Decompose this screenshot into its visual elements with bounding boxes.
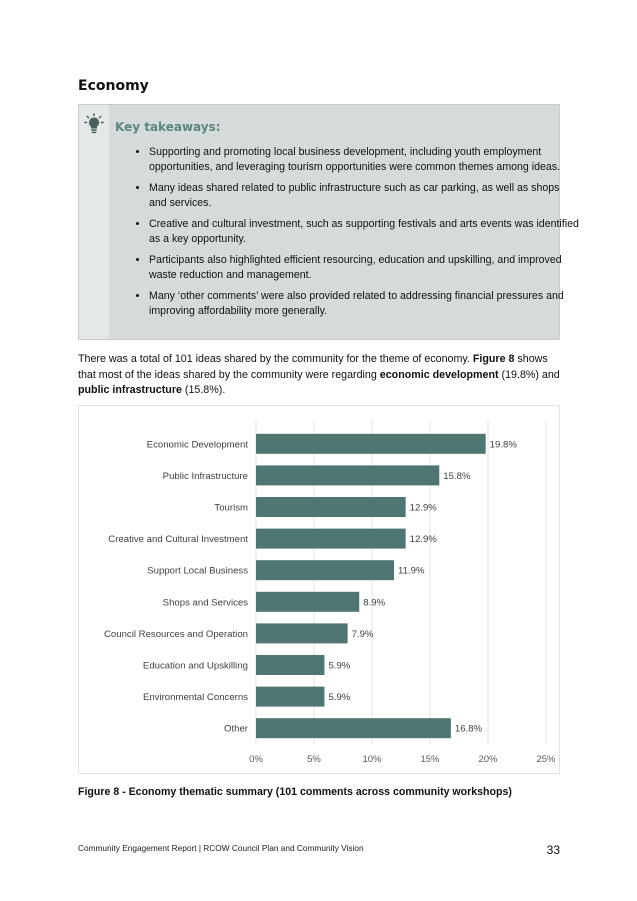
takeaway-item: Creative and cultural investment, such a…	[149, 217, 579, 247]
bar	[256, 591, 360, 612]
category-label: Public Infrastructure	[163, 471, 248, 482]
x-tick-label: 20%	[478, 754, 498, 765]
emphasis-economic-development: economic development	[379, 368, 499, 381]
section-title: Economy	[78, 78, 149, 94]
data-label: 16.8%	[455, 724, 483, 735]
chart-canvas: 0% 5% 10% 15% 20% 25% Economic Development 19.8…	[104, 420, 556, 765]
takeaway-item: Participants also highlighted efficient …	[149, 253, 579, 283]
takeaways-icon-column	[79, 105, 109, 339]
takeaway-item: Supporting and promoting local business …	[149, 145, 579, 175]
category-label: Support Local Business	[147, 566, 248, 577]
key-takeaways-box: Key takeaways: Supporting and promoting …	[78, 104, 579, 340]
category-label: Tourism	[214, 503, 248, 514]
bar	[256, 655, 325, 675]
category-label: Council Resources and Operation	[104, 629, 248, 640]
emphasis-public-infrastructure: public infrastructure	[78, 384, 182, 396]
figure-reference: Figure 8	[472, 353, 515, 365]
x-tick-label: 10%	[362, 754, 382, 765]
category-label: Creative and Cultural Investment	[108, 534, 248, 545]
data-label: 12.9%	[410, 534, 438, 545]
data-label: 12.9%	[410, 503, 438, 514]
page-number: 33	[546, 843, 560, 857]
bar	[256, 686, 325, 707]
data-label: 5.9%	[328, 692, 350, 703]
figure-caption: Figure 8 - Economy thematic summary (101…	[78, 786, 512, 798]
footer-text: Community Engagement Report | RCOW Counc…	[78, 843, 364, 853]
x-tick-label: 0%	[249, 754, 263, 765]
intro-text: (15.8%).	[181, 384, 226, 396]
takeaway-item: Many ‘other comments’ were also provided…	[149, 289, 579, 319]
intro-text: shows that most of the ideas shared by t…	[78, 353, 548, 381]
data-label: 7.9%	[352, 629, 374, 640]
bar	[256, 497, 406, 517]
x-tick-label: 5%	[307, 754, 321, 765]
x-tick-label: 15%	[420, 754, 440, 765]
bar	[256, 560, 395, 581]
takeaways-list: Supporting and promoting local business …	[129, 145, 579, 325]
lightbulb-icon	[84, 113, 104, 134]
x-tick-label: 25%	[536, 754, 556, 765]
bar	[256, 718, 451, 739]
data-label: 8.9%	[363, 597, 385, 608]
economy-bar-chart: 0% 5% 10% 15% 20% 25% Economic Development 19.8…	[78, 405, 560, 774]
bar	[256, 623, 348, 644]
data-label: 15.8%	[443, 471, 471, 482]
bar	[256, 465, 440, 486]
data-label: 11.9%	[398, 566, 425, 577]
category-label: Education and Upskilling	[143, 661, 248, 672]
intro-paragraph: There was a total of 101 ideas shared by…	[78, 352, 562, 399]
intro-text: There was a total of 101 ideas shared by…	[78, 353, 473, 365]
category-label: Economic Development	[147, 439, 249, 450]
category-label: Environmental Concerns	[143, 692, 248, 703]
bar	[256, 433, 486, 454]
category-label: Other	[224, 724, 249, 735]
data-label: 19.8%	[490, 439, 518, 450]
data-label: 5.9%	[328, 661, 350, 672]
intro-text: (19.8%) and	[498, 368, 560, 381]
takeaway-item: Many ideas shared related to public infr…	[149, 181, 579, 211]
takeaways-heading: Key takeaways:	[115, 120, 221, 134]
bar	[256, 528, 406, 549]
category-label: Shops and Services	[163, 597, 249, 608]
